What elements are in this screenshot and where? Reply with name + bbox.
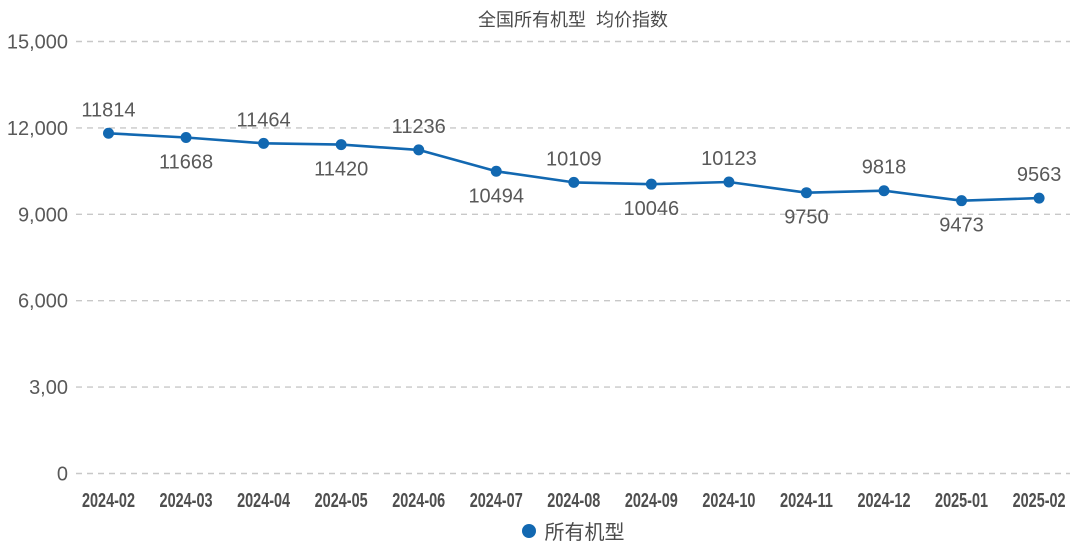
svg-text:2024-09: 2024-09 (625, 490, 678, 512)
data-point[interactable] (258, 137, 270, 149)
data-label: 11814 (81, 99, 135, 121)
svg-text:2024-12: 2024-12 (858, 490, 911, 512)
data-label: 9473 (939, 215, 984, 237)
y-axis-labels: 0 3,00 6,000 9,000 12,000 15,000 (7, 32, 68, 486)
data-point[interactable] (413, 144, 425, 156)
svg-text:2024-02: 2024-02 (82, 490, 135, 512)
data-point[interactable] (490, 165, 502, 177)
data-point[interactable] (878, 185, 890, 197)
gridlines (76, 40, 1070, 475)
data-point[interactable] (800, 187, 812, 199)
data-label: 10046 (624, 198, 680, 220)
svg-text:3,00: 3,00 (29, 377, 68, 399)
svg-text:2024-08: 2024-08 (547, 490, 600, 512)
data-label: 10123 (701, 148, 757, 170)
svg-text:2024-05: 2024-05 (315, 490, 368, 512)
legend-label: 所有机型 (544, 522, 625, 544)
svg-text:2024-03: 2024-03 (160, 490, 213, 512)
legend-circle-icon (521, 523, 536, 538)
data-label: 9750 (784, 207, 829, 229)
x-axis-labels: 2024-02 2024-03 2024-04 2024-05 2024-06 2024-… (82, 490, 1066, 512)
data-label: 11668 (159, 151, 213, 173)
data-label: 10494 (468, 185, 524, 207)
data-label: 9818 (862, 157, 907, 179)
data-label: 11236 (392, 116, 446, 138)
svg-text:2024-10: 2024-10 (702, 490, 755, 512)
svg-text:2024-04: 2024-04 (237, 490, 291, 512)
svg-text:2024-11: 2024-11 (780, 490, 833, 512)
data-point[interactable] (180, 131, 192, 143)
data-point[interactable] (723, 176, 735, 188)
svg-text:2025-02: 2025-02 (1013, 490, 1066, 512)
data-point[interactable] (956, 195, 968, 207)
data-point[interactable] (568, 176, 580, 188)
chart-title: 全国所有机型 均价指数 (477, 10, 668, 30)
svg-text:6,000: 6,000 (18, 291, 68, 313)
svg-text:0: 0 (57, 464, 68, 486)
data-point[interactable] (335, 139, 347, 151)
data-point[interactable] (1033, 192, 1045, 204)
data-label: 10109 (546, 148, 602, 170)
svg-text:2025-01: 2025-01 (935, 490, 988, 512)
svg-text:12,000: 12,000 (7, 118, 68, 140)
svg-text:15,000: 15,000 (7, 32, 68, 54)
svg-text:2024-06: 2024-06 (392, 490, 445, 512)
legend-item-all-models[interactable]: 所有机型 (76, 516, 1070, 544)
svg-text:9,000: 9,000 (18, 204, 68, 226)
data-label: 11464 (237, 109, 291, 131)
data-label: 11420 (314, 159, 368, 181)
data-label: 9563 (1017, 164, 1062, 186)
data-labels: 11814 11668 11464 11420 11236 10494 10109 10046… (81, 99, 1061, 236)
data-points[interactable] (103, 127, 1045, 207)
svg-text:2024-07: 2024-07 (470, 490, 523, 512)
data-point[interactable] (103, 127, 114, 139)
data-point[interactable] (645, 178, 657, 190)
